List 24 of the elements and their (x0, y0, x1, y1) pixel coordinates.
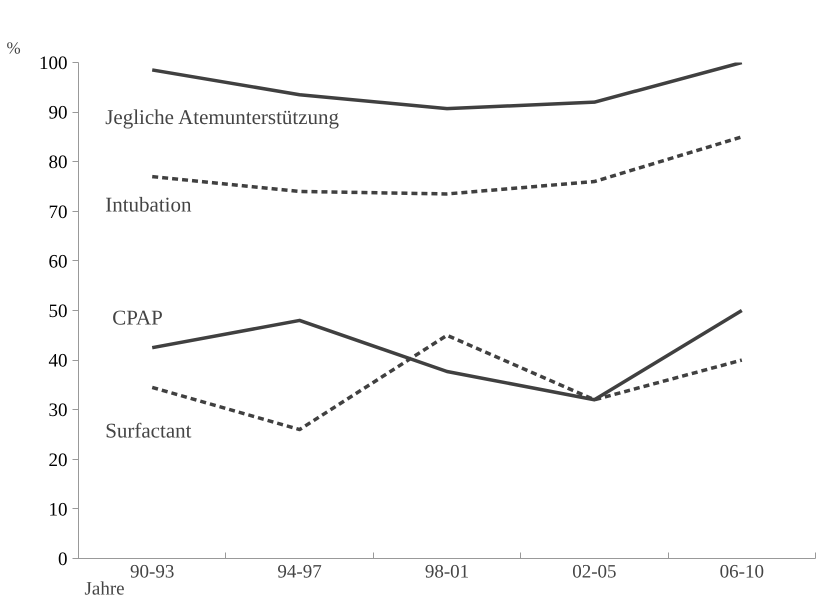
y-tick-label: 50 (48, 301, 68, 322)
y-tick-label: 10 (48, 499, 68, 520)
y-tick-label: 30 (48, 400, 68, 422)
y-tick-label: 100 (39, 53, 68, 74)
line-series (150, 135, 744, 196)
y-tick-label: 90 (48, 102, 68, 124)
x-tick-label: 90-93 (130, 562, 174, 582)
x-tick-label: 94-97 (277, 562, 322, 582)
line-series (150, 62, 744, 110)
x-tick-label: 02-05 (572, 562, 617, 582)
series-label: CPAP (112, 306, 163, 330)
y-tick-label: 20 (48, 450, 68, 471)
series-label: Surfactant (105, 418, 192, 442)
x-axis-title: Jahre (84, 578, 125, 600)
x-tick-label: 06-10 (720, 562, 764, 582)
series-label: Intubation (105, 192, 192, 217)
y-tick-label: 0 (58, 549, 68, 570)
x-tick-label: 98-01 (424, 562, 470, 582)
y-axis-title: % (6, 38, 21, 58)
y-tick-label: 40 (48, 350, 68, 372)
y-tick-label: 60 (48, 251, 68, 272)
series-label: Jegliche Atemunterstützung (105, 104, 340, 129)
y-tick-label: 70 (48, 202, 68, 223)
y-tick-label: 80 (48, 152, 68, 174)
